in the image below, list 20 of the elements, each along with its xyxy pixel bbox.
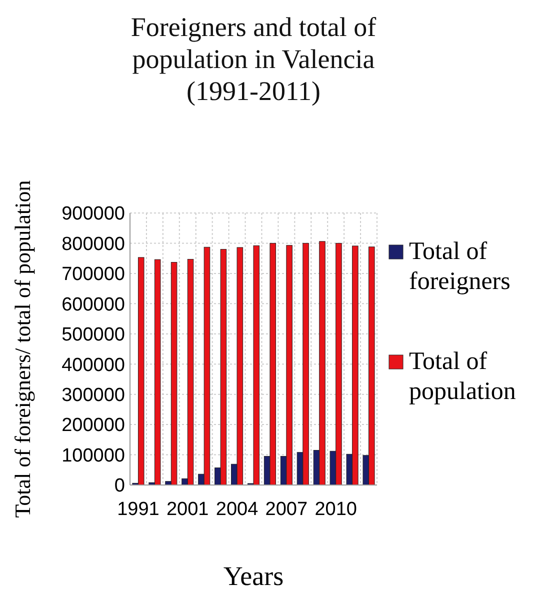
y-tick-label: 100000 xyxy=(62,445,125,466)
legend-label: Total of foreigners xyxy=(409,238,510,295)
chart-title: Foreigners and total of population in Valencia (1991-2011) xyxy=(130,12,376,106)
x-tick-label: 1991 xyxy=(117,499,160,520)
y-tick-label: 700000 xyxy=(62,264,125,286)
x-tick-label: 2001 xyxy=(166,499,209,520)
x-tick-label: 2007 xyxy=(265,499,308,520)
y-tick-label: 200000 xyxy=(62,415,125,436)
y-axis-title: Total of foreigners/ total of population xyxy=(10,180,35,518)
y-tick-label: 400000 xyxy=(62,354,125,376)
y-tick-label: 0 xyxy=(114,476,125,497)
y-tick-label: 600000 xyxy=(62,294,125,316)
y-tick-label: 300000 xyxy=(62,384,125,406)
legend-label: Total of population xyxy=(409,348,516,405)
y-tick-label: 800000 xyxy=(62,234,125,255)
x-tick-label: 2010 xyxy=(314,499,357,520)
y-tick-label: 900000 xyxy=(62,204,125,225)
y-tick-label: 500000 xyxy=(62,324,125,346)
x-tick-label: 2004 xyxy=(216,499,259,520)
x-axis-title: Years xyxy=(223,561,284,591)
